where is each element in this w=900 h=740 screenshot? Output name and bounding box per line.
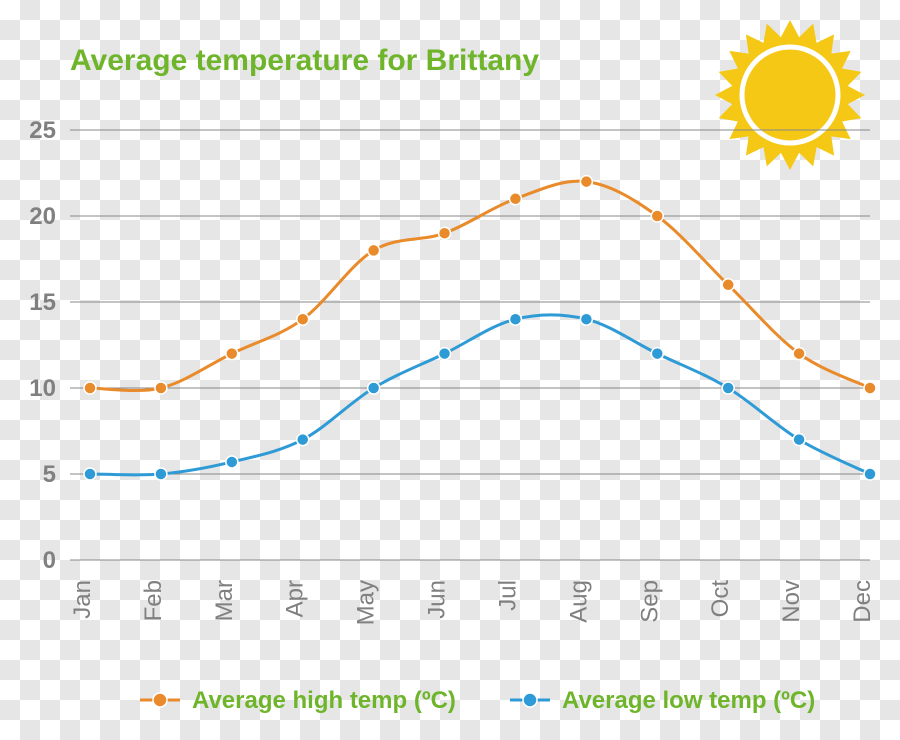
series-marker-low xyxy=(793,434,805,446)
series-marker-high xyxy=(368,244,380,256)
sun-icon xyxy=(715,20,865,170)
legend-swatch-marker xyxy=(153,693,167,707)
y-tick-label: 20 xyxy=(29,203,56,230)
y-tick-label: 10 xyxy=(29,375,56,402)
x-tick-label: Mar xyxy=(211,580,238,621)
temperature-chart: Average temperature for Brittany 0 5 10 15 20… xyxy=(0,0,900,740)
series-marker-high xyxy=(722,279,734,291)
series-marker-high xyxy=(155,382,167,394)
series-marker-low xyxy=(722,382,734,394)
series-marker-high xyxy=(439,227,451,239)
series-marker-low xyxy=(297,434,309,446)
x-tick-label: Sep xyxy=(636,580,663,623)
series-marker-low xyxy=(509,313,521,325)
series-marker-high xyxy=(864,382,876,394)
x-tick-label: Jan xyxy=(69,580,96,619)
x-tick-label: Oct xyxy=(707,580,734,618)
y-tick-label: 15 xyxy=(29,289,56,316)
series-marker-high xyxy=(297,313,309,325)
chart-title: Average temperature for Brittany xyxy=(70,44,539,77)
series-marker-low xyxy=(439,348,451,360)
series-line-low xyxy=(90,315,870,475)
series-marker-low xyxy=(580,313,592,325)
x-tick-label: Jul xyxy=(494,580,521,611)
series-marker-low xyxy=(84,468,96,480)
x-tick-label: Nov xyxy=(778,580,805,623)
series-marker-high xyxy=(651,210,663,222)
x-tick-label: Apr xyxy=(282,580,309,617)
legend-swatch-marker xyxy=(523,693,537,707)
legend-label: Average low temp (ºC) xyxy=(562,687,815,714)
series-marker-high xyxy=(509,193,521,205)
x-tick-label: Aug xyxy=(565,580,592,623)
series-marker-low xyxy=(226,456,238,468)
series-marker-high xyxy=(226,348,238,360)
y-tick-label: 5 xyxy=(43,461,56,488)
series-line-high xyxy=(90,181,870,390)
series-marker-high xyxy=(84,382,96,394)
y-tick-label: 25 xyxy=(29,117,56,144)
x-tick-label: May xyxy=(353,580,380,625)
x-tick-label: Dec xyxy=(849,580,876,623)
legend-label: Average high temp (ºC) xyxy=(192,687,456,714)
chart-container: { "chart": { "type": "line", "title": "A… xyxy=(0,0,900,740)
series-marker-low xyxy=(651,348,663,360)
series-marker-high xyxy=(580,176,592,188)
x-tick-label: Jun xyxy=(424,580,451,619)
y-tick-label: 0 xyxy=(43,547,56,574)
series-marker-low xyxy=(864,468,876,480)
series-marker-high xyxy=(793,348,805,360)
series-marker-low xyxy=(368,382,380,394)
series-marker-low xyxy=(155,468,167,480)
x-tick-label: Feb xyxy=(140,580,167,621)
